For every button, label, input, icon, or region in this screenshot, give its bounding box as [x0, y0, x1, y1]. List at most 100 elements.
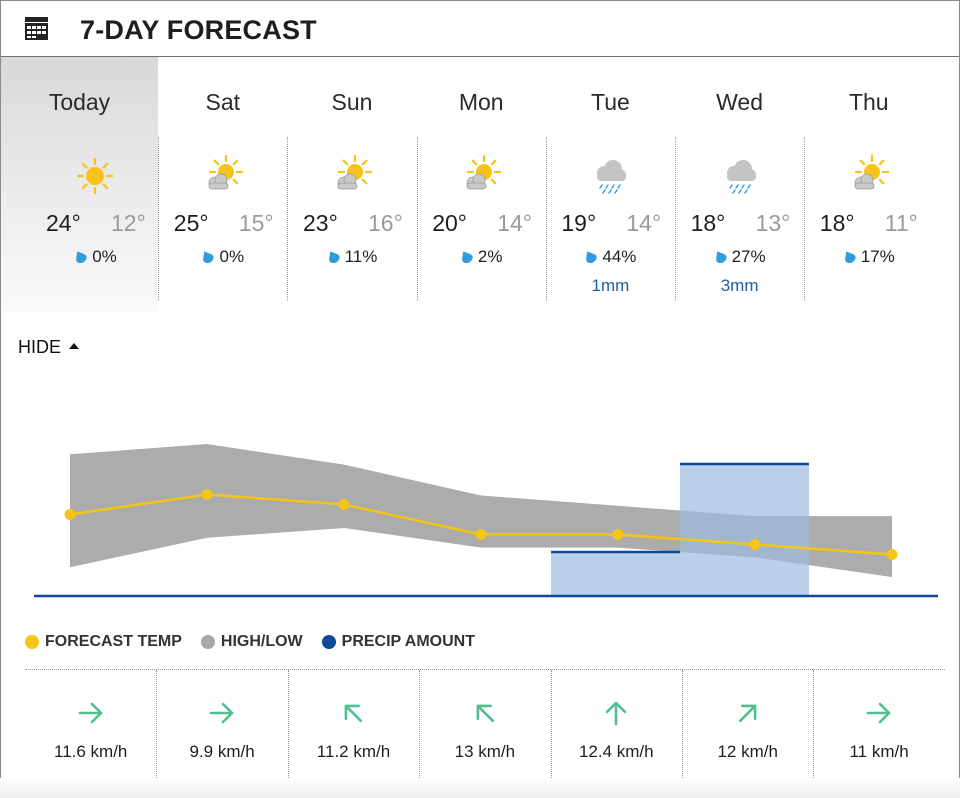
- rain-chance-value: 0%: [219, 247, 245, 266]
- wind-cell: 11 km/h: [813, 670, 944, 778]
- wind-speed: 9.9 km/h: [189, 742, 255, 761]
- forecast-temp-point-sun: [338, 499, 350, 510]
- partly-cloudy-icon: [330, 154, 374, 198]
- rain-cloud-icon: [718, 154, 762, 198]
- rain-amount: 3mm: [720, 276, 759, 295]
- wind-speed: 12 km/h: [717, 742, 778, 761]
- bottom-fade: [0, 778, 960, 798]
- partly-cloudy-icon: [847, 154, 891, 198]
- wind-cell: 12.4 km/h: [550, 670, 682, 778]
- partly-cloudy-icon: [201, 154, 245, 198]
- rain-chance: 27%: [675, 247, 804, 267]
- hide-chart-toggle[interactable]: HIDE: [18, 337, 80, 358]
- raindrop-icon: [203, 251, 215, 263]
- sun-icon: [73, 154, 117, 198]
- low-temp: 16°: [367, 210, 403, 236]
- wind-cell: 12 km/h: [682, 670, 813, 778]
- forecast-temp-point-mon: [475, 529, 487, 540]
- raindrop-icon: [586, 251, 597, 263]
- day-column-today[interactable]: Today 24° 12° 0%: [1, 57, 158, 312]
- arrow-up-right-icon: [738, 704, 757, 723]
- rain-chance: 2%: [417, 247, 546, 267]
- rain-chance-value: 11%: [344, 247, 378, 266]
- low-temp: 11°: [884, 210, 918, 236]
- day-column-thu[interactable]: Thu 18° 11° 17%: [804, 57, 933, 312]
- high-temp: 19°: [561, 210, 597, 236]
- calendar-icon: [25, 17, 48, 40]
- legend-dot-forecast-temp: [25, 635, 39, 649]
- day-column-sun[interactable]: Sun 23° 16° 11%: [287, 57, 416, 312]
- rain-chance-value: 0%: [92, 247, 117, 266]
- wind-divider: [682, 670, 683, 778]
- arrow-right-icon: [78, 702, 102, 724]
- wind-speed: 12.4 km/h: [578, 742, 654, 761]
- wind-cell: 11.2 km/h: [287, 670, 419, 778]
- day-column-mon[interactable]: Mon 20° 14° 2%: [416, 57, 546, 312]
- wind-row: 11.6 km/h 9.9 km/h 11.2 km/h 13 km/h 12.4 km…: [25, 669, 945, 779]
- wind-divider: [550, 670, 552, 778]
- rain-chance-value: 44%: [602, 247, 637, 266]
- precip-bar-wed: [680, 464, 809, 596]
- arrow-up-icon: [605, 701, 627, 726]
- daily-forecast-row: Today 24° 12° 0% Sat 25° 15° 0% Sun 23° 16° 11% Mon 2…: [1, 57, 959, 312]
- forecast-temp-point-today: [64, 509, 76, 520]
- day-divider: [675, 137, 676, 301]
- day-column-sat[interactable]: Sat 25° 15° 0%: [158, 57, 287, 312]
- day-name: Tue: [591, 89, 630, 115]
- day-name: Today: [48, 89, 111, 115]
- chart-legend: FORECAST TEMP HIGH/LOW PRECIP AMOUNT: [25, 631, 494, 653]
- wind-speed: 11.2 km/h: [316, 742, 391, 761]
- forecast-temp-point-sat: [201, 489, 213, 500]
- forecast-chart: [34, 444, 938, 598]
- wind-divider: [156, 670, 158, 778]
- day-name: Wed: [716, 89, 764, 115]
- day-name: Mon: [458, 89, 504, 115]
- wind-cell: 13 km/h: [419, 670, 550, 778]
- day-divider: [416, 137, 418, 301]
- rain-amount: 1mm: [591, 276, 630, 295]
- raindrop-icon: [844, 251, 856, 263]
- rain-chance: 44%: [546, 247, 675, 267]
- legend-forecast-temp: FORECAST TEMP: [25, 633, 182, 651]
- day-name: Thu: [848, 89, 889, 115]
- high-temp: 20°: [432, 210, 467, 236]
- raindrop-icon: [328, 251, 340, 263]
- caret-up-icon: [69, 343, 80, 349]
- rain-cloud-icon: [588, 154, 632, 198]
- low-temp: 12°: [111, 210, 146, 236]
- high-temp: 25°: [173, 210, 209, 236]
- forecast-temp-point-thu: [886, 549, 898, 560]
- arrow-right-icon: [209, 702, 234, 724]
- wind-speed: 11.6 km/h: [54, 742, 128, 761]
- raindrop-icon: [462, 251, 473, 263]
- wind-speed: 13 km/h: [454, 742, 516, 761]
- rain-chance-value: 27%: [731, 247, 766, 266]
- day-column-wed[interactable]: Wed 18° 13° 27% 3mm: [675, 57, 804, 312]
- low-temp: 14°: [626, 210, 662, 236]
- wind-divider: [287, 670, 289, 778]
- low-temp: 15°: [238, 210, 274, 236]
- wind-cell: 9.9 km/h: [156, 670, 287, 778]
- rain-chance-value: 17%: [860, 247, 895, 266]
- day-divider: [545, 137, 547, 301]
- partly-cloudy-icon: [459, 154, 503, 198]
- day-divider: [287, 137, 289, 301]
- day-column-tue[interactable]: Tue 19° 14° 44% 1mm: [545, 57, 675, 312]
- precip-bar-tue: [551, 552, 680, 596]
- legend-label-high-low: HIGH/LOW: [220, 633, 303, 650]
- legend-high-low: HIGH/LOW: [200, 633, 303, 651]
- high-temp: 18°: [690, 210, 726, 236]
- rain-chance: 11%: [287, 247, 416, 267]
- low-temp: 14°: [497, 210, 532, 236]
- forecast-title: 7-DAY FORECAST: [80, 15, 317, 45]
- forecast-header: 7-DAY FORECAST: [1, 1, 959, 57]
- legend-dot-high-low: [200, 635, 215, 649]
- wind-cell: 11.6 km/h: [25, 670, 156, 778]
- high-temp: 24°: [46, 210, 81, 236]
- raindrop-icon: [715, 251, 727, 263]
- day-name: Sat: [205, 89, 241, 115]
- forecast-temp-point-wed: [749, 539, 761, 550]
- hide-label: HIDE: [18, 337, 62, 357]
- rain-chance: 17%: [804, 247, 933, 267]
